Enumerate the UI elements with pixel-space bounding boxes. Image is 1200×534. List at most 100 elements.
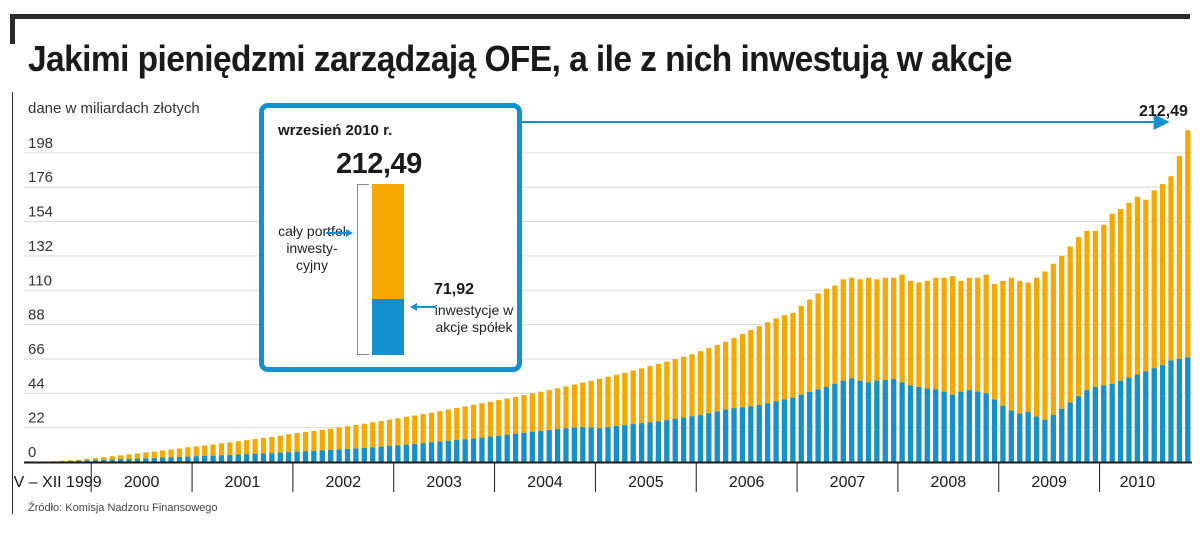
- x-tick-label: 2010: [1120, 474, 1156, 491]
- bar-stocks: [933, 389, 939, 462]
- bar-total: [748, 330, 754, 462]
- bar-total: [1143, 199, 1149, 462]
- bar-total: [605, 376, 611, 462]
- bar-stocks: [790, 397, 796, 462]
- bar-total: [924, 280, 930, 462]
- bar-total: [462, 406, 468, 462]
- bar-total: [378, 420, 384, 462]
- bar-total: [697, 351, 704, 462]
- bar-stocks: [664, 420, 670, 462]
- bar-total: [109, 456, 115, 462]
- bar-stocks: [269, 453, 275, 462]
- x-tick-label: 2008: [931, 474, 967, 491]
- y-tick-label: 44: [28, 375, 45, 392]
- bar-total: [445, 409, 451, 462]
- bar-stocks: [235, 454, 241, 462]
- bar-stocks: [1151, 368, 1157, 462]
- bar-stocks: [639, 423, 645, 462]
- bar-stocks: [143, 458, 149, 462]
- bar-stocks: [252, 453, 258, 462]
- bar-stocks: [496, 435, 502, 462]
- bar-stocks: [1059, 408, 1065, 462]
- bar-stocks: [672, 418, 678, 462]
- bar-stocks: [731, 408, 737, 462]
- bar-total: [1067, 246, 1073, 462]
- bar-total: [991, 284, 998, 462]
- bar-total: [160, 450, 166, 462]
- bar-stocks: [370, 447, 376, 462]
- inset-bar-stocks: [372, 299, 404, 355]
- bar-total: [571, 384, 577, 462]
- bar-stocks: [773, 401, 779, 462]
- bar-total: [454, 407, 460, 462]
- bar-stocks: [748, 406, 754, 462]
- bar-stocks: [596, 428, 603, 462]
- bar-stocks: [697, 415, 704, 462]
- final-value-label: 212,49: [1139, 103, 1188, 120]
- bar-stocks: [168, 457, 174, 462]
- bar-stocks: [210, 455, 216, 462]
- bar-stocks: [1042, 419, 1048, 462]
- bar-stocks: [378, 446, 384, 462]
- bar-stocks: [647, 422, 653, 462]
- bar-total: [92, 457, 99, 462]
- bar-stocks: [991, 399, 998, 462]
- y-tick-label: 22: [28, 410, 45, 427]
- bar-stocks: [916, 387, 922, 462]
- bar-total: [521, 395, 527, 462]
- bar-total: [723, 341, 729, 462]
- bar-total: [437, 411, 443, 462]
- x-tick-label: 2003: [426, 474, 462, 491]
- bar-total: [554, 388, 561, 462]
- bar-total: [479, 403, 485, 462]
- bar-total: [319, 429, 325, 462]
- bar-stocks: [605, 427, 611, 462]
- bar-stocks: [160, 457, 166, 462]
- arrow-right-icon: [326, 232, 346, 234]
- bar-total: [151, 451, 157, 462]
- bar-total: [1059, 255, 1065, 462]
- bar-total: [118, 455, 124, 462]
- inset-bracket: [357, 184, 369, 355]
- bar-stocks: [504, 434, 510, 462]
- bar-total: [101, 457, 107, 462]
- bar-stocks: [588, 427, 594, 462]
- bar-total: [1134, 196, 1140, 462]
- bar-total: [647, 366, 653, 462]
- bar-total: [420, 414, 426, 462]
- bar-stocks: [1143, 371, 1149, 462]
- bar-total: [496, 400, 502, 462]
- x-tick-label: 2007: [830, 474, 866, 491]
- bar-stocks: [487, 436, 493, 462]
- bar-stocks: [437, 441, 443, 462]
- bar-stocks: [823, 387, 830, 462]
- x-tick-label: 2006: [729, 474, 765, 491]
- bar-total: [975, 277, 981, 462]
- bar-stocks: [630, 424, 636, 462]
- bar-stocks: [874, 380, 880, 462]
- bar-stocks: [1084, 390, 1090, 462]
- bar-stocks: [344, 449, 351, 462]
- bar-total: [328, 428, 334, 462]
- x-tick-label: V – XII 1999: [14, 474, 102, 491]
- bar-total: [1050, 263, 1056, 462]
- bar-total: [538, 391, 544, 462]
- bar-total: [1168, 176, 1174, 462]
- bar-total: [487, 401, 493, 462]
- bar-stocks: [865, 382, 872, 462]
- bar-total: [899, 274, 905, 462]
- bar-total: [773, 318, 779, 462]
- bar-stocks: [613, 426, 620, 462]
- bar-total: [689, 354, 695, 462]
- bar-stocks: [118, 459, 124, 462]
- bar-stocks: [554, 429, 561, 462]
- y-tick-label: 110: [28, 272, 52, 289]
- bar-stocks: [798, 394, 804, 462]
- bar-total: [361, 423, 367, 462]
- bar-stocks: [529, 432, 535, 462]
- bar-stocks: [1101, 385, 1107, 462]
- bar-stocks: [756, 405, 762, 462]
- bar-total: [1008, 277, 1014, 462]
- bar-total: [807, 299, 813, 462]
- bar-stocks: [891, 379, 897, 462]
